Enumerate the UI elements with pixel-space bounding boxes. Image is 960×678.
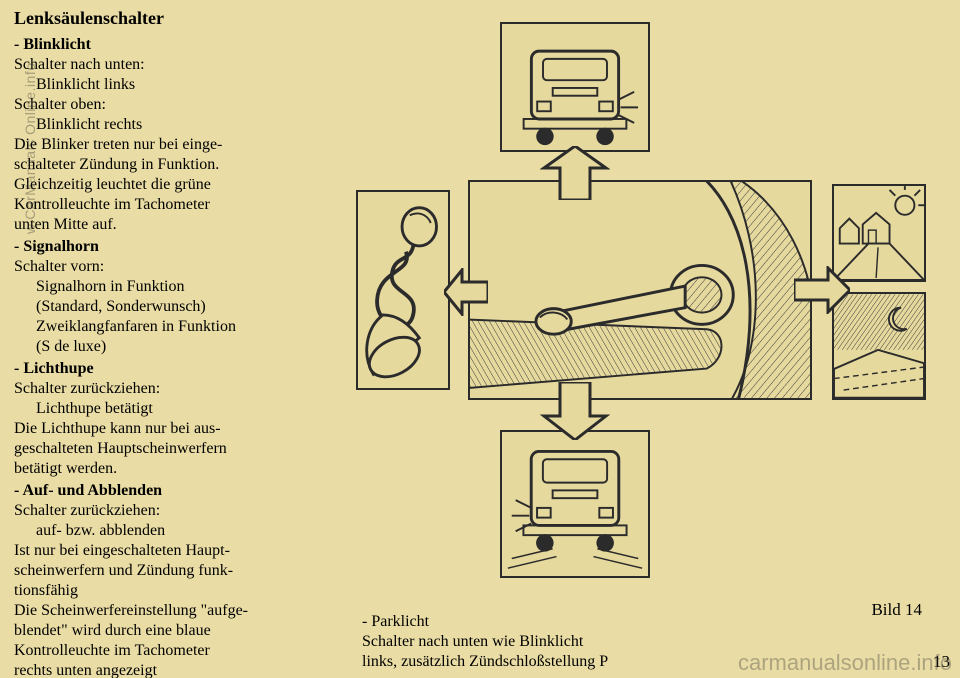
text-line: Ist nur bei eingeschalteten Haupt- bbox=[14, 541, 334, 561]
watermark-left: w.CarManuals Online.info bbox=[22, 0, 38, 234]
panel-center-stalk bbox=[468, 180, 812, 400]
text-line: Die Blinker treten nur bei einge- bbox=[14, 135, 334, 155]
abblenden-heading: - Auf- und Abblenden bbox=[14, 481, 334, 501]
arrow-left-icon bbox=[444, 268, 488, 316]
text-line: Schalter zurückziehen: bbox=[14, 379, 334, 399]
text-line: Gleichzeitig leuchtet die grüne bbox=[14, 175, 334, 195]
text-line: rechts unten angezeigt bbox=[14, 661, 334, 678]
text-line: Blinklicht rechts bbox=[14, 115, 334, 135]
page-title: Lenksäulenschalter bbox=[14, 8, 334, 29]
text-line: schalteter Zündung in Funktion. bbox=[14, 155, 334, 175]
blinklicht-heading: - Blinklicht bbox=[14, 35, 334, 55]
arrow-right-icon bbox=[794, 266, 850, 314]
body-text: - Blinklicht Schalter nach unten: Blinkl… bbox=[14, 35, 334, 678]
panel-bottom-car-rear bbox=[500, 430, 650, 578]
text-line: Lichthupe betätigt bbox=[14, 399, 334, 419]
text-line: betätigt werden. bbox=[14, 459, 334, 479]
text-line: Die Lichthupe kann nur bei aus- bbox=[14, 419, 334, 439]
text-line: scheinwerfern und Zündung funk- bbox=[14, 561, 334, 581]
arrow-down-icon bbox=[540, 382, 610, 440]
text-line: Schalter nach unten wie Blinklicht bbox=[362, 632, 882, 652]
text-line: blendet" wird durch eine blaue bbox=[14, 621, 334, 641]
text-line: Zweiklangfanfaren in Funktion bbox=[14, 317, 334, 337]
text-line: Schalter zurückziehen: bbox=[14, 501, 334, 521]
left-column: Lenksäulenschalter - Blinklicht Schalter… bbox=[14, 8, 334, 678]
text-line: tionsfähig bbox=[14, 581, 334, 601]
manual-page: Lenksäulenschalter - Blinklicht Schalter… bbox=[0, 0, 960, 678]
signalhorn-heading: - Signalhorn bbox=[14, 237, 334, 257]
text-line: (S de luxe) bbox=[14, 337, 334, 357]
text-line: Schalter vorn: bbox=[14, 257, 334, 277]
panel-left-horn bbox=[356, 190, 450, 390]
text-line: unten Mitte auf. bbox=[14, 215, 334, 235]
text-line: auf- bzw. abblenden bbox=[14, 521, 334, 541]
watermark-bottom-right: carmanualsonline.info bbox=[738, 650, 952, 676]
arrow-up-icon bbox=[540, 146, 610, 200]
lichthupe-heading: - Lichthupe bbox=[14, 359, 334, 379]
text-line: Schalter oben: bbox=[14, 95, 334, 115]
text-line: Schalter nach unten: bbox=[14, 55, 334, 75]
text-line: Signalhorn in Funktion bbox=[14, 277, 334, 297]
text-line: Kontrolleuchte im Tachometer bbox=[14, 641, 334, 661]
text-line: Kontrolleuchte im Tachometer bbox=[14, 195, 334, 215]
text-line: Blinklicht links bbox=[14, 75, 334, 95]
text-line: Die Scheinwerfereinstellung "aufge- bbox=[14, 601, 334, 621]
text-line: (Standard, Sonderwunsch) bbox=[14, 297, 334, 317]
text-line: geschalteten Hauptscheinwerfern bbox=[14, 439, 334, 459]
panel-top-car-rear bbox=[500, 22, 650, 152]
figure-bild-14: Bild 14 bbox=[352, 10, 928, 610]
text-line: - Parklicht bbox=[362, 612, 882, 632]
